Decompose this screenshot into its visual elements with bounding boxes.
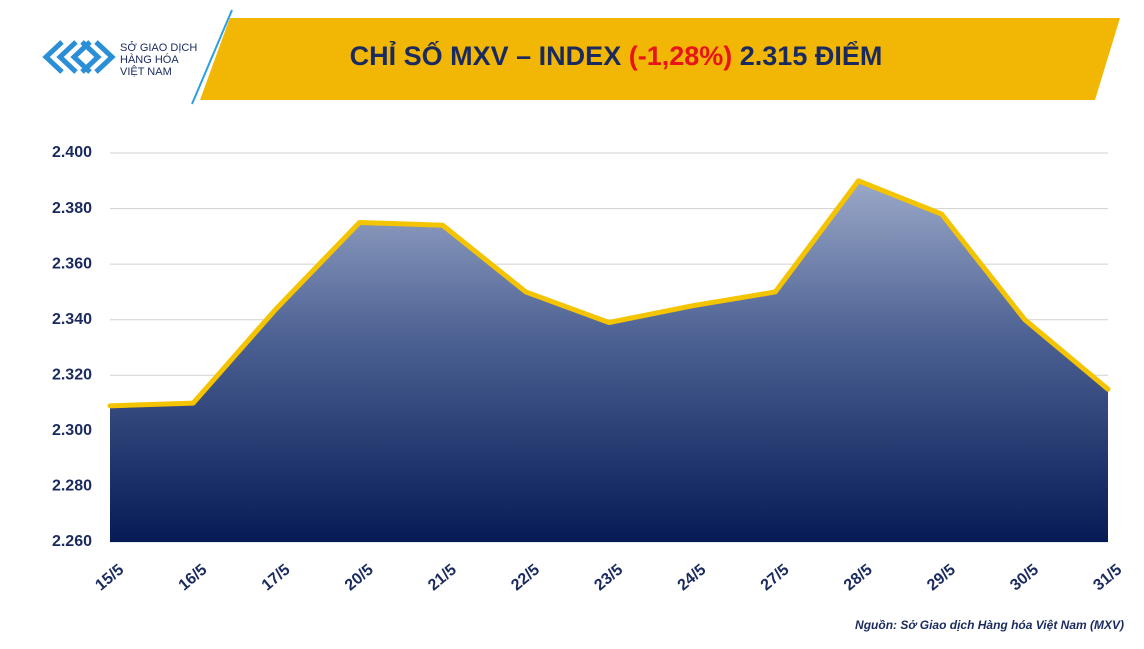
y-tick-label: 2.400: [52, 144, 92, 161]
area: [110, 180, 1108, 543]
title-change: (-1,28%): [629, 41, 733, 71]
logo-text: HÀNG HÓA: [120, 53, 179, 66]
logo-box: [20, 12, 232, 100]
line: [107, 178, 1111, 409]
y-tick-label: 2.320: [52, 367, 92, 384]
logo-text: SỞ GIAO DỊCH: [120, 41, 197, 54]
y-tick-label: 2.360: [52, 255, 92, 272]
y-tick-label: 2.260: [52, 533, 92, 550]
title-value: 2.315 ĐIỂM: [740, 40, 883, 71]
chart-title: CHỈ SỐ MXV – INDEX (-1,28%) 2.315 ĐIỂM: [350, 39, 883, 71]
y-tick-label: 2.300: [52, 422, 92, 439]
y-tick-label: 2.340: [52, 311, 92, 328]
logo-mark: [42, 40, 116, 74]
source-note: Nguồn: Sở Giao dịch Hàng hóa Việt Nam (M…: [855, 618, 1124, 632]
y-tick-label: 2.280: [52, 478, 92, 495]
logo-divider: [191, 9, 233, 105]
logo-text: VIỆT NAM: [120, 65, 172, 78]
header-band: [195, 18, 1120, 100]
title-main: CHỈ SỐ MXV – INDEX: [350, 39, 622, 71]
y-tick-label: 2.380: [52, 200, 92, 217]
